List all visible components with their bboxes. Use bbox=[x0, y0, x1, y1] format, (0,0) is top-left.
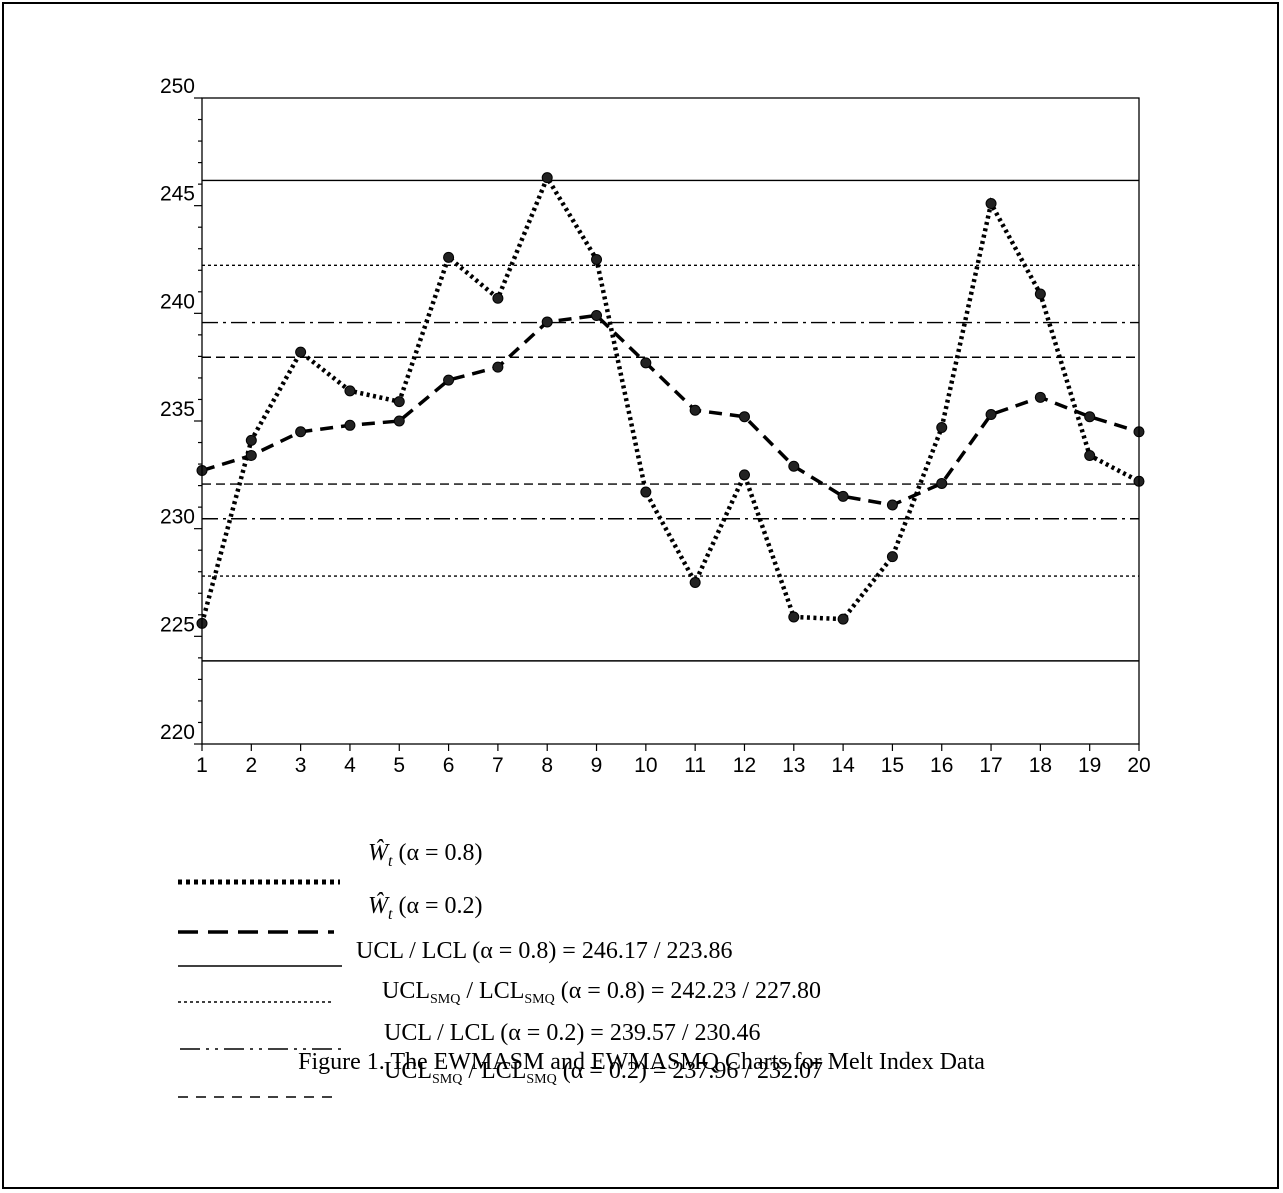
y-tick-label: 240 bbox=[160, 290, 195, 313]
series-2-point-4 bbox=[344, 419, 356, 431]
series-2-point-16 bbox=[936, 477, 948, 489]
series-1-point-14 bbox=[837, 613, 849, 625]
series-1-point-18 bbox=[1034, 288, 1046, 300]
series-2-point-9 bbox=[591, 309, 603, 321]
legend-label-limit-3: UCL / LCL (α = 0.2) = 239.57 / 230.46 bbox=[384, 1020, 761, 1046]
x-tick-label: 14 bbox=[831, 754, 855, 777]
series-1-line bbox=[199, 172, 1141, 624]
series-2-point-10 bbox=[640, 357, 652, 369]
legend: Ŵt (α = 0.8) Ŵt (α = 0.2) UCL / LCL (α = 0… bbox=[178, 839, 823, 1098]
y-tick-label: 250 bbox=[160, 75, 195, 98]
series-2-point-15 bbox=[886, 499, 898, 511]
legend-label-limit-1: UCL / LCL (α = 0.8) = 246.17 / 223.86 bbox=[356, 938, 733, 964]
series-1-point-15 bbox=[886, 551, 898, 563]
x-tick-label: 18 bbox=[1029, 754, 1052, 777]
series-2-point-19 bbox=[1084, 411, 1096, 423]
x-tick-label: 7 bbox=[492, 754, 504, 777]
x-tick-label: 4 bbox=[344, 754, 356, 777]
series-1-point-10 bbox=[640, 486, 652, 498]
series-1-point-8 bbox=[541, 172, 553, 184]
series-2-point-12 bbox=[738, 411, 750, 423]
x-tick-label: 1 bbox=[196, 754, 208, 777]
x-tick-label: 5 bbox=[393, 754, 405, 777]
x-tick-label: 2 bbox=[245, 754, 257, 777]
series-1-point-17 bbox=[985, 198, 997, 210]
series-1-point-5 bbox=[393, 396, 405, 408]
legend-label-series-1: Ŵt (α = 0.8) bbox=[368, 839, 483, 870]
legend-label-series-2: Ŵt (α = 0.2) bbox=[368, 892, 483, 923]
series-1-point-13 bbox=[788, 611, 800, 623]
x-tick-label: 20 bbox=[1127, 754, 1150, 777]
series-2-point-17 bbox=[985, 409, 997, 421]
series-1-point-11 bbox=[689, 577, 701, 588]
series-1-point-2 bbox=[245, 434, 257, 446]
x-tick-label: 6 bbox=[443, 754, 455, 777]
legend-label-limit-4: UCLSMQ / LCLSMQ (α = 0.2) = 237.96 / 232… bbox=[384, 1058, 823, 1087]
figure-caption: Figure 1. The EWMASM and EWMASMQ Charts … bbox=[298, 1049, 985, 1075]
y-tick-label: 245 bbox=[160, 183, 195, 206]
x-tick-label: 15 bbox=[881, 754, 904, 777]
series-1-point-4 bbox=[344, 385, 356, 397]
series-1-point-9 bbox=[591, 254, 603, 265]
series-2-point-5 bbox=[393, 415, 405, 427]
series-2-point-2 bbox=[245, 449, 257, 461]
series-2-point-18 bbox=[1034, 391, 1046, 403]
series-2-point-11 bbox=[689, 404, 701, 416]
series-2-point-8 bbox=[541, 316, 553, 328]
y-tick-label: 220 bbox=[160, 721, 195, 744]
series-1-point-12 bbox=[738, 469, 750, 481]
series-layer bbox=[196, 172, 1145, 629]
series-2-point-3 bbox=[295, 426, 307, 438]
series-1-point-16 bbox=[936, 421, 948, 433]
x-tick-label: 13 bbox=[782, 754, 805, 777]
plot-area-border bbox=[201, 97, 1140, 745]
x-tick-label: 9 bbox=[591, 754, 603, 777]
x-tick-label: 17 bbox=[979, 754, 1002, 777]
x-tick-label: 12 bbox=[733, 754, 756, 777]
series-2-point-13 bbox=[788, 460, 800, 472]
x-tick-label: 8 bbox=[541, 754, 553, 777]
series-1-point-6 bbox=[443, 251, 455, 263]
y-tick-label: 235 bbox=[160, 398, 195, 421]
y-tick-label: 225 bbox=[160, 613, 195, 636]
x-tick-label: 10 bbox=[634, 754, 657, 777]
y-tick-label: 230 bbox=[160, 506, 195, 529]
series-1-point-7 bbox=[492, 292, 504, 304]
series-1-point-19 bbox=[1084, 449, 1096, 461]
x-tick-label: 19 bbox=[1078, 754, 1101, 777]
x-tick-label: 11 bbox=[684, 754, 706, 777]
series-2-point-14 bbox=[837, 490, 849, 502]
series-2-point-7 bbox=[492, 361, 504, 373]
x-tick-label: 16 bbox=[930, 754, 953, 777]
control-limit-lines bbox=[202, 179, 1139, 662]
series-1-point-3 bbox=[295, 346, 307, 358]
x-tick-label: 3 bbox=[295, 754, 307, 777]
series-2-point-6 bbox=[443, 374, 455, 386]
legend-label-limit-2: UCLSMQ / LCLSMQ (α = 0.8) = 242.23 / 227… bbox=[382, 978, 821, 1007]
series-2-line bbox=[201, 313, 1140, 507]
